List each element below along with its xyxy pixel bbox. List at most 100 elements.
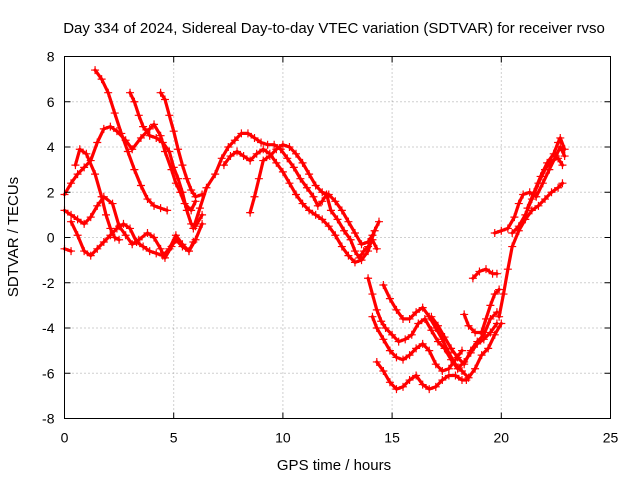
y-tick-label: -2 [42,275,55,291]
data-point [508,228,517,237]
data-point [560,145,569,154]
x-tick-label: 10 [275,430,291,446]
data-point [259,156,268,165]
data-point [123,147,132,156]
data-point [444,348,453,357]
x-tick-label: 20 [494,430,510,446]
chart-title: Day 334 of 2024, Sidereal Day-to-day VTE… [63,20,605,37]
x-tick-label: 0 [61,430,69,446]
data-point [143,195,152,204]
data-point [198,210,207,219]
data-point [178,161,187,170]
data-point [444,364,453,373]
data-point [482,314,491,323]
data-point [503,224,512,233]
series-arc-s [490,143,569,237]
data-point [163,206,172,215]
data-point [464,321,473,330]
data-point [165,244,174,253]
data-point [86,251,95,260]
data-point [174,145,183,154]
data-point [182,206,191,215]
series-arc-v [523,133,569,213]
series-line [62,122,198,212]
data-point [239,152,248,161]
data-point [115,235,124,244]
data-point [331,231,340,240]
data-point [392,385,401,394]
data-point [211,170,220,179]
data-point [486,328,495,337]
data-point [128,240,137,249]
data-point [178,240,187,249]
series-line [462,287,501,335]
data-point [80,247,89,256]
data-point [278,140,287,149]
data-point [514,199,523,208]
data-point [224,143,233,151]
data-point [139,122,148,131]
data-point [156,131,165,140]
y-tick-label: 8 [47,49,55,65]
data-point [250,192,259,201]
data-point [527,206,536,215]
data-point [189,224,198,233]
data-point [399,382,408,391]
data-point [97,75,106,84]
data-point [560,152,569,161]
data-point [364,238,373,247]
data-point [372,324,381,332]
data-point [337,242,346,251]
data-point [93,244,102,253]
data-point [451,360,460,369]
series-arc-m [368,312,466,375]
series-arc-n [379,281,506,382]
data-point [530,188,539,197]
data-point [385,378,394,387]
data-point [230,136,239,145]
data-point [523,204,532,213]
data-point [198,219,207,228]
data-point [130,97,139,106]
data-point [490,290,499,299]
data-point [357,256,366,265]
data-point [108,199,117,208]
ticks: 0 5 10 15 20 25 -8 -6 -4 -2 0 2 4 6 8 [42,49,618,446]
data-point [549,149,558,158]
data-point [492,269,501,278]
data-point [385,294,394,303]
data-point [91,66,100,75]
data-point [160,95,169,104]
data-point [298,158,307,167]
data-point [554,154,563,163]
series-arc-h [156,88,207,201]
data-point [451,371,460,380]
data-point [392,305,401,314]
data-point [283,154,292,163]
data-point [407,330,416,339]
data-point [379,366,388,375]
data-point [368,231,377,240]
data-point [246,156,255,165]
x-tick-label: 15 [384,430,400,446]
data-point [425,346,434,355]
data-point [73,231,82,240]
data-point [136,133,145,142]
data-point [392,353,401,362]
data-point [272,145,281,154]
data-point [121,231,130,240]
data-point [82,149,91,158]
data-point [252,149,261,158]
data-point [554,183,563,192]
data-point [394,337,403,346]
data-point [171,231,180,240]
data-point [368,290,377,299]
data-point [475,267,484,276]
data-point [540,195,549,204]
data-point [112,224,121,233]
data-point [543,158,552,167]
data-point [418,339,427,348]
data-point [326,206,335,215]
data-point [311,181,320,190]
data-point [431,382,440,391]
